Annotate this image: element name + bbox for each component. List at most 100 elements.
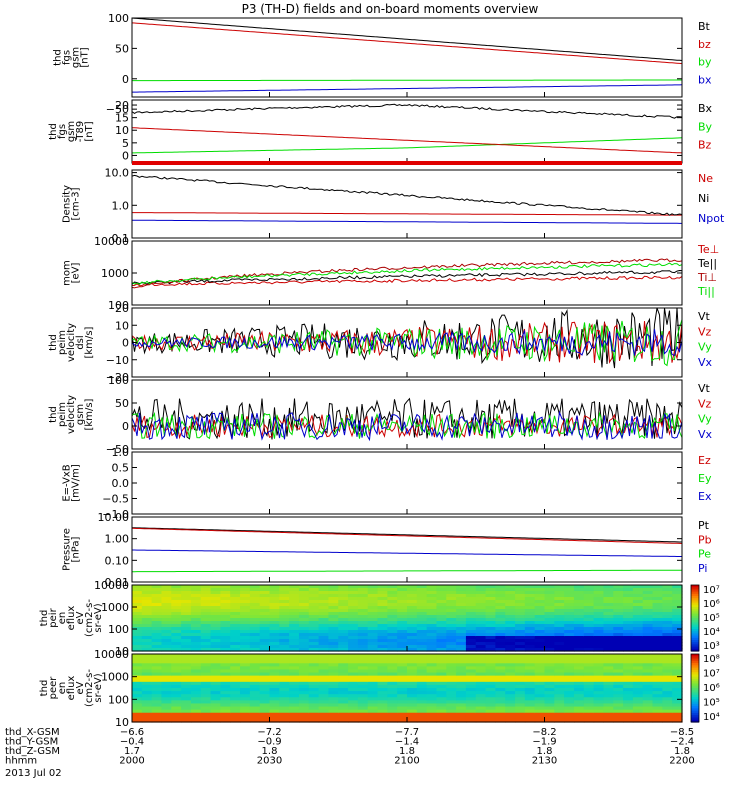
heatmap-cell xyxy=(495,597,506,601)
heatmap-cell xyxy=(623,606,634,610)
heatmap-cell xyxy=(583,681,595,686)
heatmap-cell xyxy=(387,718,398,723)
heatmap-cell xyxy=(436,612,447,616)
heatmap-cell xyxy=(357,672,369,677)
heatmap-cell xyxy=(436,654,447,658)
heatmap-cell xyxy=(318,600,330,604)
heatmap-cell xyxy=(279,591,290,595)
heatmap-cell xyxy=(269,715,280,720)
heatmap-cell xyxy=(524,636,536,640)
heatmap-cell xyxy=(367,691,379,695)
heatmap-cell xyxy=(367,639,379,643)
heatmap-cell xyxy=(623,697,634,701)
heatmap-cell xyxy=(249,715,261,720)
heatmap-cell xyxy=(642,636,654,640)
heatmap-cell xyxy=(642,697,654,701)
heatmap-cell xyxy=(298,703,310,708)
heatmap-cell xyxy=(367,678,379,683)
y-tick-label: 100 xyxy=(108,299,129,312)
heatmap-cell xyxy=(357,703,369,708)
heatmap-cell xyxy=(583,675,595,680)
heatmap-cell xyxy=(426,588,438,592)
heatmap-cell xyxy=(554,718,565,723)
heatmap-cell xyxy=(593,697,605,701)
heatmap-cell xyxy=(132,603,143,607)
heatmap-cell xyxy=(623,715,634,720)
heatmap-cell xyxy=(171,669,182,674)
heatmap-cell xyxy=(662,618,673,622)
heatmap-cell xyxy=(397,615,408,619)
heatmap-cell xyxy=(407,609,418,613)
heatmap-cell xyxy=(554,633,565,637)
x-row-label: hhmm xyxy=(5,756,37,767)
heatmap-cell xyxy=(377,642,388,646)
heatmap-cell xyxy=(672,675,683,680)
heatmap-cell xyxy=(338,654,349,658)
panel-p10: 10⁸10⁷10⁶10⁵10⁴10000100010010thdpeerenef… xyxy=(39,648,720,729)
heatmap-cell xyxy=(495,697,506,701)
heatmap-cell xyxy=(632,591,644,595)
heatmap-cell xyxy=(190,621,202,625)
heatmap-cell xyxy=(141,657,153,661)
heatmap-cell xyxy=(230,615,241,619)
heatmap-cell xyxy=(475,603,487,607)
heatmap-cell xyxy=(436,681,447,686)
heatmap-cell xyxy=(298,666,310,671)
heatmap-cell xyxy=(367,615,379,619)
colorbar-cell xyxy=(691,672,699,675)
heatmap-cell xyxy=(308,609,320,613)
heatmap-cell xyxy=(289,700,300,705)
heatmap-cell xyxy=(524,669,536,674)
heatmap-cell xyxy=(230,612,241,616)
heatmap-cell xyxy=(613,715,624,720)
heatmap-cell xyxy=(554,630,565,634)
heatmap-cell xyxy=(318,706,330,711)
heatmap-cell xyxy=(190,636,202,640)
heatmap-cell xyxy=(436,666,447,671)
heatmap-cell xyxy=(190,627,202,631)
heatmap-cell xyxy=(220,627,231,631)
panel-p6: VtVzVyVx100500−50thdpeimvelocitygsm[km/s… xyxy=(48,374,713,456)
heatmap-cell xyxy=(426,669,438,674)
heatmap-cell xyxy=(436,657,447,661)
heatmap-cell xyxy=(171,672,182,677)
heatmap-cell xyxy=(515,588,526,592)
heatmap-cell xyxy=(269,657,280,661)
heatmap-cell xyxy=(456,645,467,649)
heatmap-cell xyxy=(632,627,644,631)
heatmap-cell xyxy=(279,612,290,616)
y-axis-label: eflux xyxy=(66,676,77,701)
heatmap-cell xyxy=(240,603,251,607)
heatmap-cell xyxy=(613,684,624,689)
legend-Bt: Bt xyxy=(698,20,711,33)
heatmap-cell xyxy=(141,630,153,634)
heatmap-cell xyxy=(397,681,408,686)
heatmap-cell xyxy=(338,630,349,634)
heatmap-cell xyxy=(485,597,496,601)
heatmap-cell xyxy=(593,588,605,592)
heatmap-cell xyxy=(338,678,349,683)
heatmap-cell xyxy=(524,642,536,646)
heatmap-cell xyxy=(200,709,212,714)
heatmap-cell xyxy=(190,606,202,610)
heatmap-cell xyxy=(613,675,624,680)
heatmap-cell xyxy=(298,636,310,640)
heatmap-cell xyxy=(269,612,280,616)
heatmap-cell xyxy=(200,718,212,723)
heatmap-cell xyxy=(200,712,212,717)
heatmap-cell xyxy=(240,618,251,622)
heatmap-cell xyxy=(151,591,163,595)
heatmap-cell xyxy=(456,609,467,613)
heatmap-cell xyxy=(308,666,320,671)
heatmap-cell xyxy=(367,585,379,589)
heatmap-cell xyxy=(132,633,143,637)
heatmap-cell xyxy=(240,700,251,705)
heatmap-cell xyxy=(583,594,595,598)
heatmap-cell xyxy=(240,627,251,631)
heatmap-cell xyxy=(181,712,192,717)
heatmap-cell xyxy=(475,621,487,625)
heatmap-cell xyxy=(505,597,516,601)
heatmap-cell xyxy=(357,603,369,607)
heatmap-cell xyxy=(367,612,379,616)
y-tick-label: 50 xyxy=(115,397,129,410)
